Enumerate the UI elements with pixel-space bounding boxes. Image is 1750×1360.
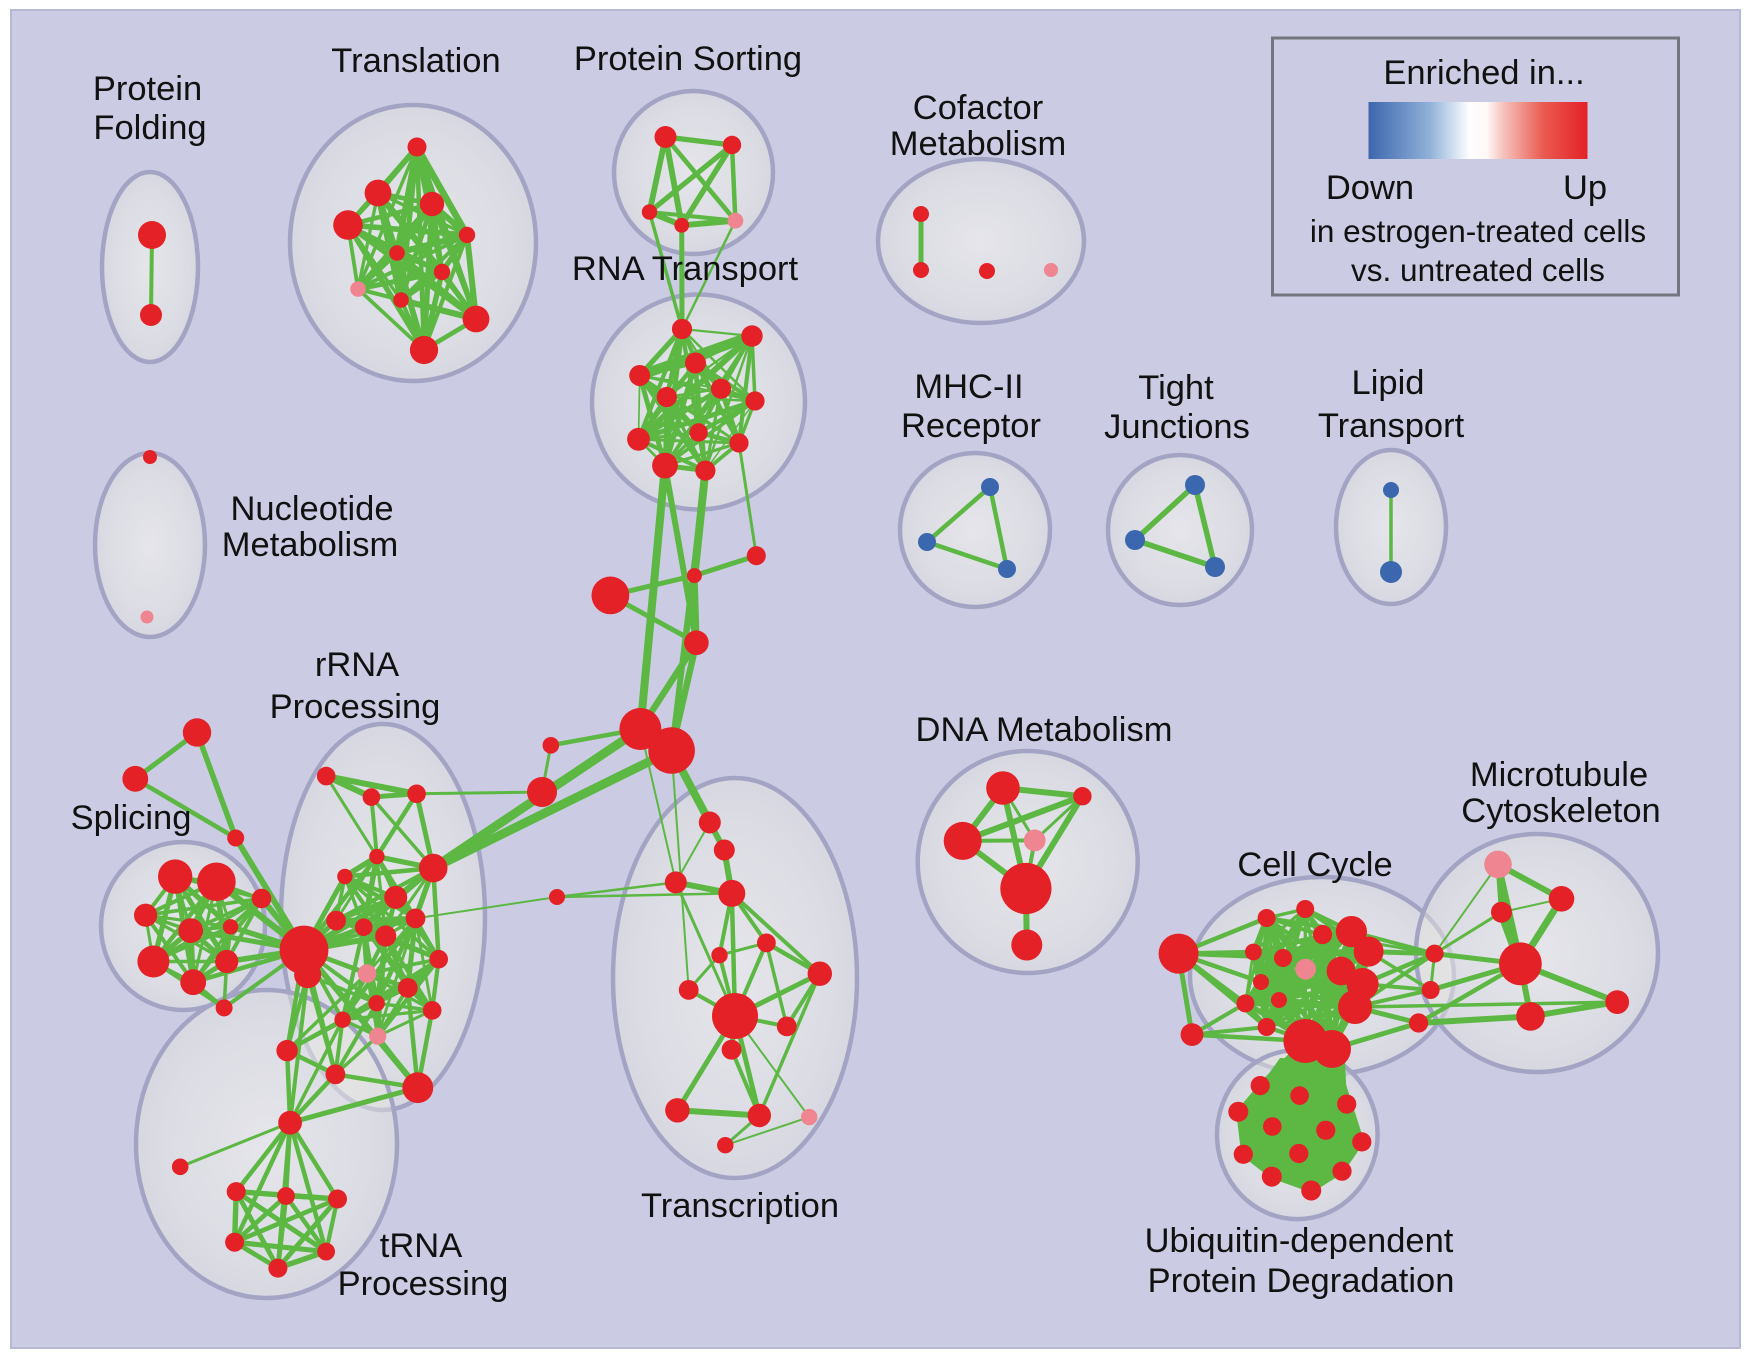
svg-text:Protein: Protein — [93, 70, 202, 108]
svg-text:Enriched in...: Enriched in... — [1383, 54, 1584, 92]
svg-text:Down: Down — [1326, 169, 1414, 207]
svg-text:Cofactor: Cofactor — [913, 89, 1043, 127]
svg-text:Ubiquitin-dependent: Ubiquitin-dependent — [1145, 1222, 1454, 1260]
svg-text:vs. untreated cells: vs. untreated cells — [1351, 252, 1605, 288]
svg-text:Junctions: Junctions — [1104, 408, 1250, 446]
svg-text:Transcription: Transcription — [641, 1187, 839, 1225]
svg-text:Folding: Folding — [93, 109, 206, 147]
svg-text:Transport: Transport — [1318, 407, 1465, 445]
svg-text:Lipid: Lipid — [1352, 364, 1425, 402]
svg-text:RNA Transport: RNA Transport — [572, 250, 799, 288]
svg-text:Splicing: Splicing — [71, 799, 192, 837]
svg-text:tRNA: tRNA — [380, 1227, 462, 1265]
svg-text:Processing: Processing — [338, 1265, 509, 1303]
svg-text:Processing: Processing — [270, 688, 441, 726]
svg-text:Cell Cycle: Cell Cycle — [1237, 846, 1392, 884]
svg-text:in estrogen-treated cells: in estrogen-treated cells — [1310, 213, 1646, 249]
svg-text:DNA Metabolism: DNA Metabolism — [916, 711, 1173, 749]
svg-text:Up: Up — [1563, 169, 1607, 207]
svg-text:Metabolism: Metabolism — [890, 125, 1066, 163]
svg-text:Protein Sorting: Protein Sorting — [574, 40, 802, 78]
svg-text:MHC-II: MHC-II — [914, 368, 1023, 406]
svg-text:Cytoskeleton: Cytoskeleton — [1461, 792, 1660, 830]
svg-text:Metabolism: Metabolism — [222, 526, 398, 564]
svg-text:Nucleotide: Nucleotide — [230, 490, 393, 528]
svg-text:Receptor: Receptor — [901, 407, 1041, 445]
svg-text:Translation: Translation — [331, 42, 500, 80]
svg-text:rRNA: rRNA — [315, 646, 399, 684]
svg-text:Microtubule: Microtubule — [1470, 756, 1648, 794]
svg-text:Protein Degradation: Protein Degradation — [1148, 1262, 1455, 1300]
svg-text:Tight: Tight — [1138, 369, 1214, 407]
